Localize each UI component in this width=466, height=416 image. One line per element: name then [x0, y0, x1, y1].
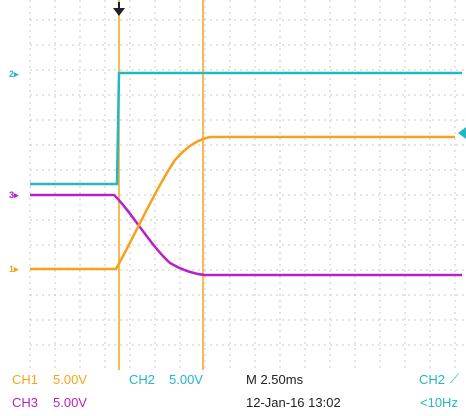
trigger-frequency: <10Hz	[420, 395, 458, 410]
ch3-marker-label: 3	[9, 190, 15, 200]
ch1-marker-label: 1	[9, 264, 15, 274]
trigger-slope-icon: ⟋	[450, 371, 460, 386]
ch1-waveform	[30, 135, 455, 271]
trigger-source: CH2	[419, 372, 446, 387]
ch2-marker[interactable]: 2▸	[9, 69, 19, 79]
ch2-label: CH2	[129, 372, 156, 387]
trigger-arrow-icon	[113, 8, 125, 16]
ch2-marker-label: 2	[9, 69, 15, 79]
graticule	[29, 0, 466, 368]
ch3-scale: 5.00V	[53, 395, 87, 410]
timebase: M 2.50ms	[246, 372, 304, 387]
ch2-scale: 5.00V	[169, 372, 203, 387]
ch3-marker[interactable]: 3▸	[9, 190, 19, 200]
ch3-waveform	[30, 193, 462, 277]
ch1-label: CH1	[12, 372, 39, 387]
ch2-waveform	[30, 71, 462, 186]
ch1-scale: 5.00V	[53, 372, 87, 387]
level-arrow-icon	[458, 127, 466, 139]
ch1-marker[interactable]: 1▸	[9, 264, 19, 274]
datetime: 12-Jan-16 13:02	[246, 395, 341, 410]
ch3-label: CH3	[12, 395, 39, 410]
